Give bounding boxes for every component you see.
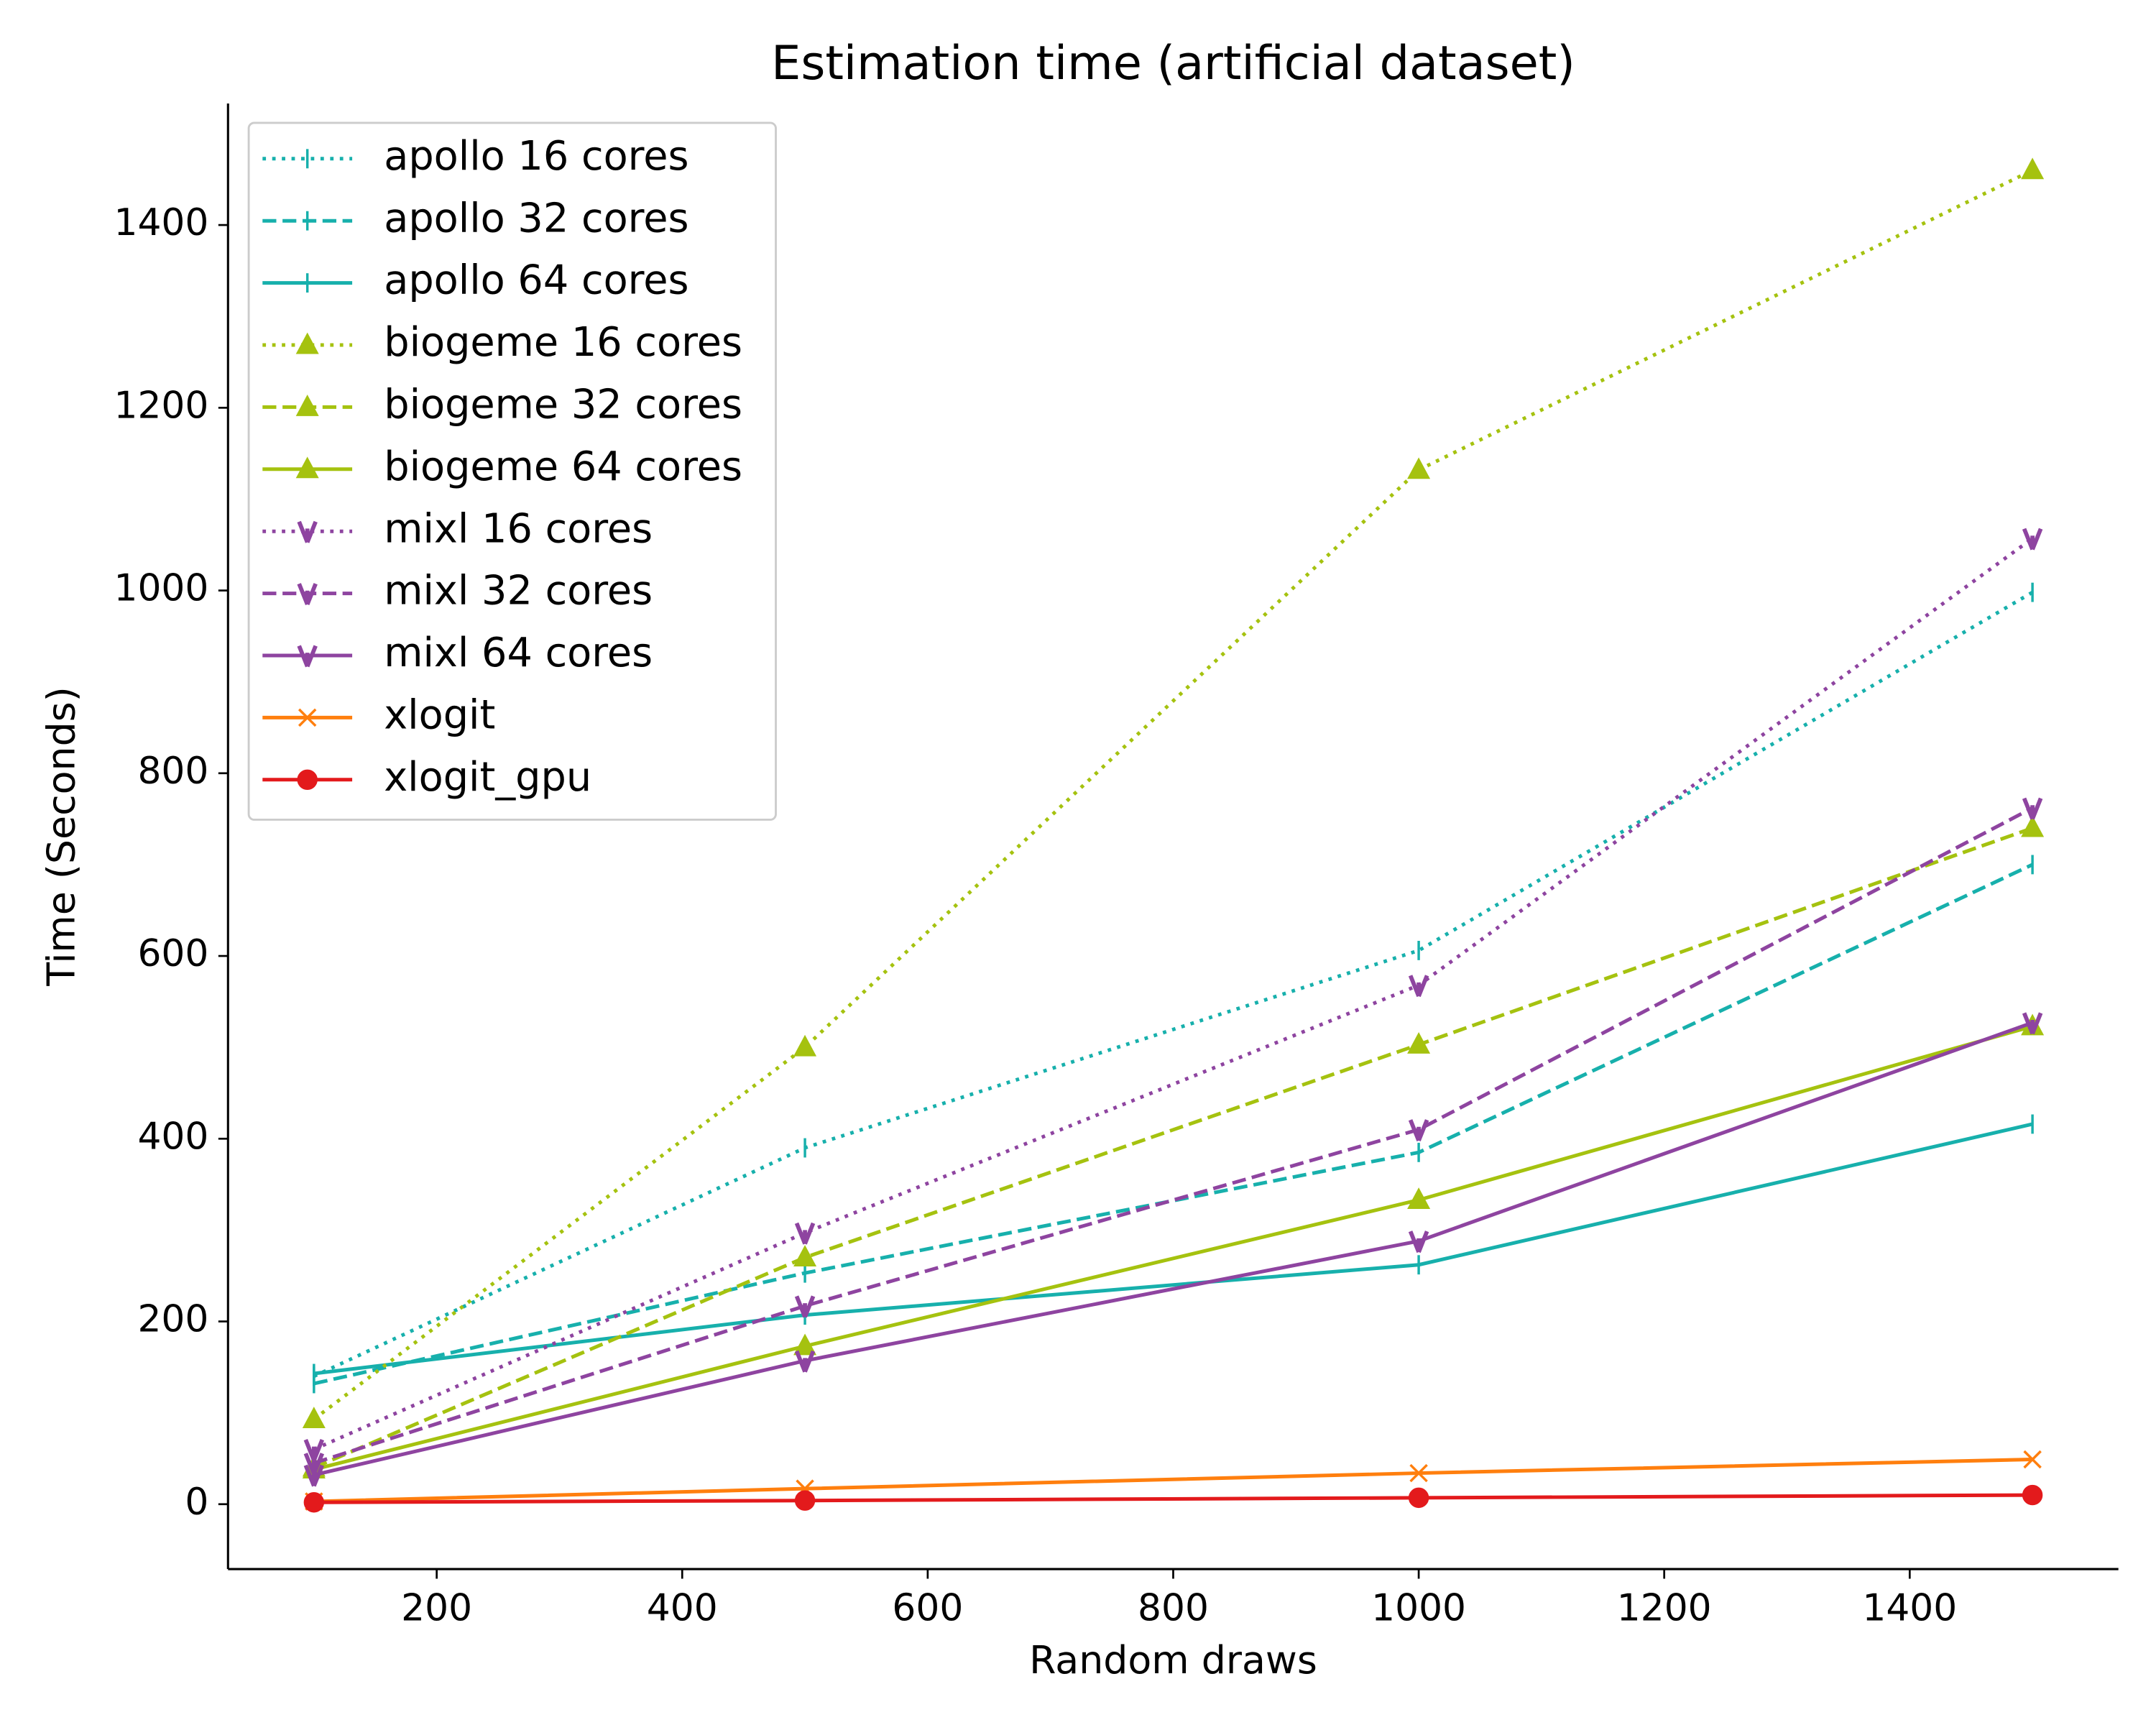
y-tick-label: 1200 [114,384,208,427]
marker [295,395,319,416]
marker [297,645,318,668]
marker [2022,1484,2043,1506]
marker [793,1034,817,1057]
marker [297,520,318,543]
marker [1408,975,1429,998]
x-tick-label: 800 [1138,1587,1209,1630]
marker [793,1333,817,1356]
legend-label: biogeme 64 cores [384,443,742,490]
marker [297,769,318,791]
legend: apollo 16 cores apollo 32 cores apollo 64 … [247,121,777,821]
marker [302,1407,326,1429]
x-tick-label: 1400 [1862,1587,1957,1630]
marker [1408,1119,1429,1142]
legend-label: apollo 64 cores [384,257,688,304]
legend-label: biogeme 32 cores [384,382,742,428]
marker [1407,1187,1431,1209]
marker [1407,457,1431,479]
legend-label: mixl 32 cores [384,568,653,615]
series-line [313,806,2034,1465]
legend-label: xlogit [384,692,495,739]
y-tick-label: 400 [137,1115,208,1158]
marker [2022,1012,2043,1035]
marker [1407,1031,1431,1054]
y-tick-label: 1000 [114,567,208,610]
marker [794,1295,816,1318]
marker [297,583,318,606]
series-line [313,826,2033,1470]
marker [303,1464,325,1487]
marker [1408,1230,1429,1254]
marker [303,1439,325,1461]
marker [1408,1487,1429,1509]
marker [793,1245,817,1267]
marker [794,1222,816,1245]
legend-label: apollo 16 cores [384,133,688,180]
marker [2022,528,2043,551]
marker [2023,1450,2042,1469]
y-tick-label: 800 [137,750,208,793]
legend-label: xlogit_gpu [384,754,591,801]
y-axis-label: Time (Seconds) [38,686,83,986]
x-tick-label: 1000 [1371,1587,1466,1630]
marker [295,456,319,479]
x-tick-label: 200 [401,1587,472,1630]
legend-box [247,121,777,821]
y-tick-label: 600 [137,932,208,975]
legend-label: mixl 16 cores [384,505,653,552]
x-tick-label: 600 [892,1587,963,1630]
marker [295,332,319,354]
marker [2021,157,2045,180]
series-line [313,1024,2033,1471]
chart-title: Estimation time (artificial dataset) [771,36,1575,91]
series-line [313,1493,2033,1504]
x-tick-label: 1200 [1617,1587,1712,1630]
series-line [313,590,2034,1379]
marker [794,1490,816,1511]
y-tick-label: 200 [137,1298,208,1341]
series-line [313,1458,2033,1504]
series-line [313,862,2034,1386]
y-tick-label: 1400 [114,201,208,244]
legend-label: biogeme 16 cores [384,319,742,366]
series-line [313,1021,2033,1477]
marker [303,1453,325,1476]
marker [2022,797,2043,820]
marker [298,708,317,727]
marker [303,1492,325,1513]
plot-area [302,157,2045,1513]
series-line [313,1122,2033,1376]
legend-label: apollo 32 cores [384,195,688,242]
legend-label: mixl 64 cores [384,630,653,676]
marker [1409,1463,1428,1483]
x-tick-label: 400 [647,1587,718,1630]
x-axis-label: Random draws [1029,1637,1317,1683]
marker [794,1350,816,1373]
marker [2021,815,2045,837]
y-tick-label: 0 [185,1481,208,1524]
